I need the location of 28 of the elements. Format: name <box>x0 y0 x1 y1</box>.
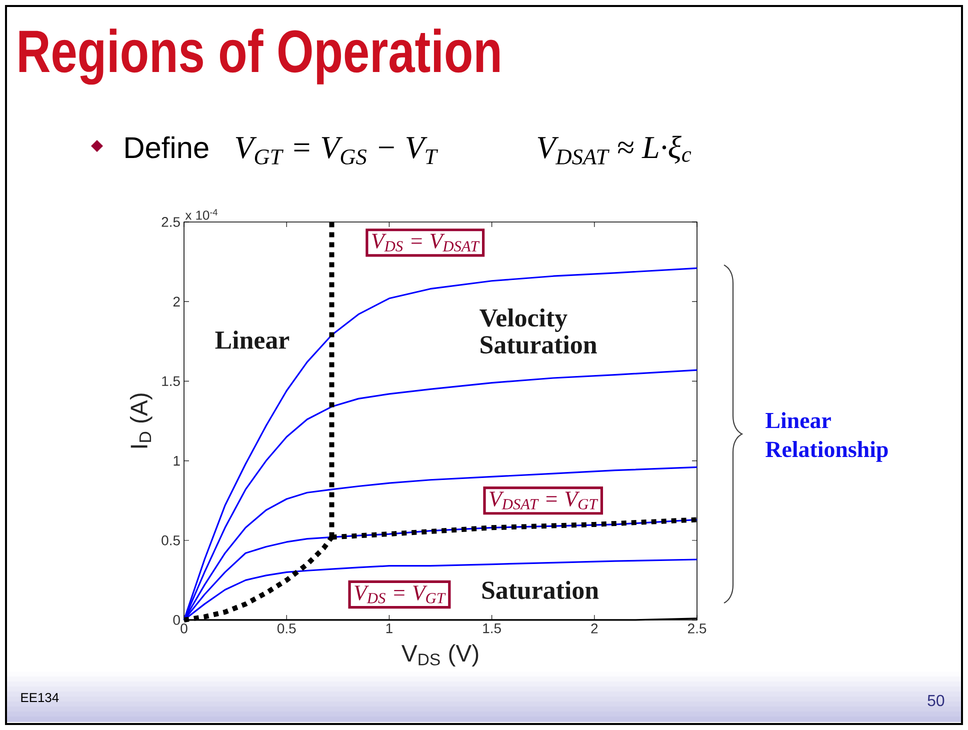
text: 50 <box>928 694 944 706</box>
y-tick-label: 1 <box>174 456 180 466</box>
annotation: Linear <box>215 330 290 349</box>
text: x 10$^{-4}$ <box>185 209 218 220</box>
x-tick-label: 0 <box>180 623 188 634</box>
y-tick-label: 2.5 <box>162 217 180 227</box>
y-tick-label: 2 <box>173 296 180 306</box>
annotation: V$_{DS}$ = V$_{DSAT}$ <box>372 234 480 252</box>
y-tick-label: 0 <box>173 615 180 625</box>
x-tick-label: 0.5 <box>277 623 296 634</box>
x-tick-label: 2.5 <box>688 623 706 634</box>
text: Define <box>126 136 208 158</box>
annotation: V$_{DSAT}$ = V$_{GT}$ <box>490 492 598 510</box>
annotation: V$_{DS}$ = V$_{GT}$ <box>354 586 446 604</box>
text: V$_{DSAT}$ ≈ L·ξ$_{c}$ <box>538 136 692 164</box>
text: EE134 <box>21 692 59 702</box>
text: V$_{GT}$ = V$_{GS}$ − V$_{T}$ <box>236 137 438 164</box>
annotation: Velocity Saturation <box>480 308 597 354</box>
y-tick-label: 0.5 <box>162 535 180 546</box>
x-tick-label: 1 <box>386 624 392 634</box>
annotation: Saturation <box>482 580 599 600</box>
x-axis-title: V$_{DS}$ (V) <box>402 644 478 666</box>
x-tick-label: 1.5 <box>483 624 501 634</box>
text: Linear Relationship <box>766 412 888 462</box>
y-axis-title: I$_{D}$ (A) <box>130 394 152 448</box>
chart-title: Regions of Operation <box>19 28 500 85</box>
y-tick-label: 1.5 <box>162 376 180 386</box>
x-tick-label: 2 <box>591 623 598 634</box>
